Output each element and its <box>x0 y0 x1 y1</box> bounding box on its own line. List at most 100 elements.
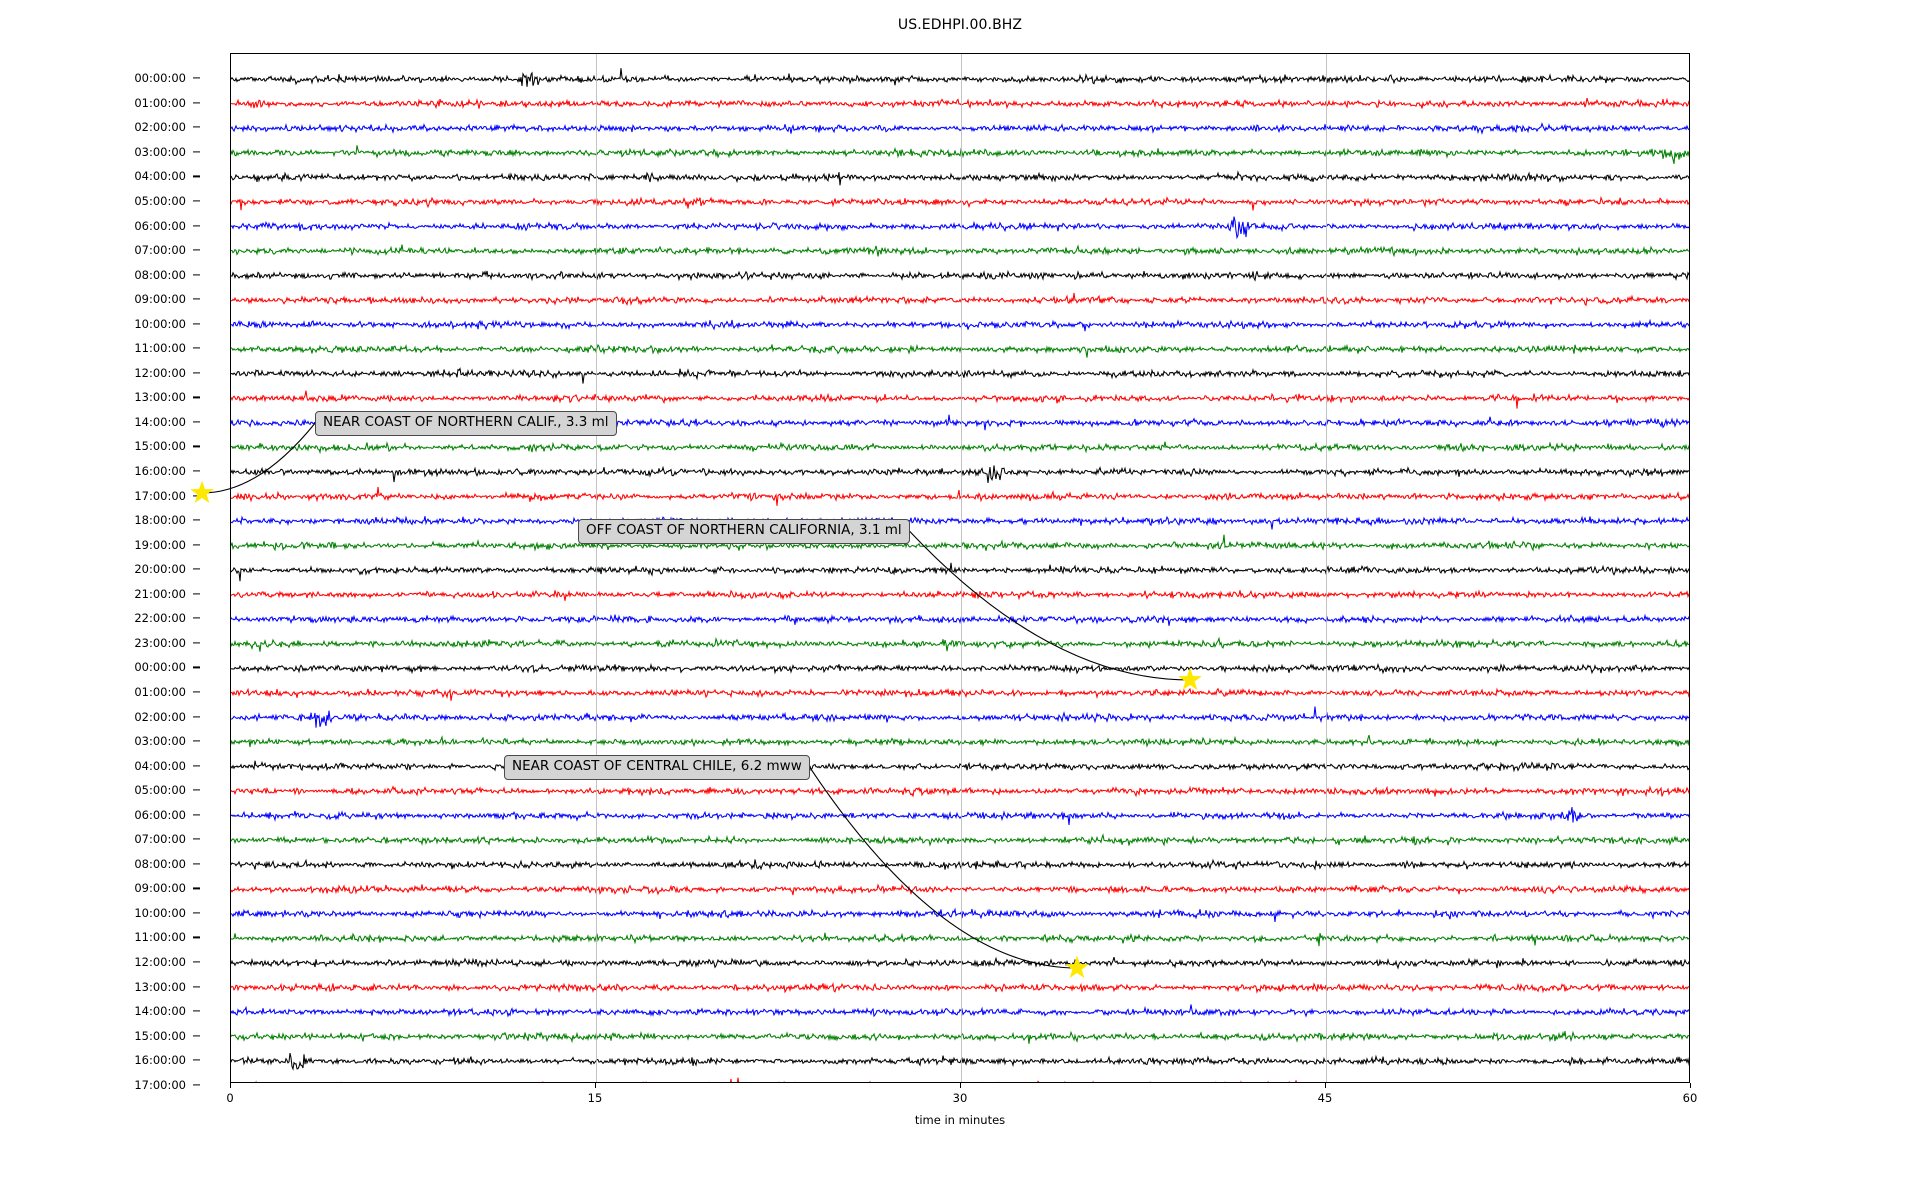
y-tick-label: 09:00:00 <box>134 292 186 307</box>
y-tick-mark <box>193 789 200 791</box>
y-tick-mark <box>193 1010 200 1012</box>
y-tick-mark <box>193 814 200 816</box>
gridline <box>1326 54 1327 1082</box>
y-tick-mark <box>193 1059 200 1061</box>
y-tick-mark <box>193 102 200 104</box>
y-tick-label: 01:00:00 <box>134 95 186 110</box>
y-tick-label: 05:00:00 <box>134 193 186 208</box>
x-tick-mark <box>230 1083 232 1088</box>
y-tick-mark <box>193 175 200 177</box>
x-tick-mark <box>1325 1083 1327 1088</box>
y-tick-mark <box>193 323 200 325</box>
y-tick-label: 16:00:00 <box>134 464 186 478</box>
y-tick-label: 02:00:00 <box>134 709 186 724</box>
y-tick-mark <box>193 470 200 472</box>
y-tick-label: 00:00:00 <box>134 660 186 675</box>
x-tick-label: 15 <box>587 1091 603 1105</box>
y-tick-mark <box>193 445 200 448</box>
x-tick-label: 60 <box>1682 1091 1698 1105</box>
y-tick-label: 08:00:00 <box>134 856 186 871</box>
y-tick-label: 10:00:00 <box>134 905 186 920</box>
x-tick-mark <box>1690 1083 1692 1088</box>
y-tick-label: 23:00:00 <box>134 635 186 650</box>
y-tick-label: 11:00:00 <box>134 341 186 356</box>
x-tick-label: 45 <box>1317 1091 1333 1105</box>
gridline <box>596 54 597 1082</box>
y-tick-mark <box>193 200 200 202</box>
y-tick-mark <box>193 347 200 349</box>
y-tick-mark <box>193 887 200 889</box>
y-tick-mark <box>193 249 200 251</box>
y-tick-mark <box>193 396 200 398</box>
y-tick-mark <box>193 224 200 227</box>
y-tick-label: 04:00:00 <box>134 169 186 184</box>
x-tick-mark <box>595 1083 597 1088</box>
y-tick-mark <box>193 936 200 939</box>
y-tick-mark <box>193 151 200 153</box>
y-tick-label: 12:00:00 <box>134 955 186 969</box>
y-tick-label: 13:00:00 <box>134 390 186 405</box>
plot-area <box>230 53 1690 1083</box>
y-tick-label: 06:00:00 <box>134 218 186 233</box>
y-tick-mark <box>193 1084 200 1086</box>
y-tick-label: 05:00:00 <box>134 783 186 798</box>
y-tick-label: 21:00:00 <box>134 586 186 601</box>
y-tick-mark <box>193 568 200 570</box>
y-tick-mark <box>193 961 200 963</box>
y-tick-label: 17:00:00 <box>134 488 186 503</box>
y-tick-label: 14:00:00 <box>134 1004 186 1019</box>
y-tick-label: 00:00:00 <box>134 71 186 86</box>
y-tick-label: 02:00:00 <box>134 120 186 135</box>
y-tick-label: 04:00:00 <box>134 758 186 773</box>
y-tick-mark <box>193 1035 200 1037</box>
y-tick-label: 18:00:00 <box>134 513 186 528</box>
y-tick-label: 15:00:00 <box>134 1028 186 1043</box>
x-axis-title: time in minutes <box>914 1113 1006 1127</box>
y-tick-mark <box>193 642 200 644</box>
y-tick-label: 01:00:00 <box>134 684 186 699</box>
y-tick-label: 11:00:00 <box>134 930 186 945</box>
y-tick-mark <box>193 544 200 546</box>
y-tick-mark <box>193 863 200 865</box>
y-tick-mark <box>193 666 200 668</box>
y-tick-label: 10:00:00 <box>134 316 186 331</box>
y-tick-label: 20:00:00 <box>134 562 186 577</box>
y-tick-mark <box>193 372 200 374</box>
y-tick-mark <box>193 740 200 742</box>
y-tick-label: 09:00:00 <box>134 881 186 896</box>
y-axis: 00:00:00 01:00:00 02:00:00 03:00:00 04:00:00… <box>0 53 230 1092</box>
y-tick-mark <box>193 765 200 767</box>
y-tick-mark <box>193 691 200 693</box>
y-tick-label: 07:00:00 <box>134 832 186 847</box>
y-tick-label: 03:00:00 <box>134 734 186 749</box>
y-tick-label: 08:00:00 <box>134 267 186 282</box>
x-tick-mark <box>960 1083 962 1088</box>
y-tick-mark <box>193 298 200 300</box>
page-title: US.EDHPI.00.BHZ <box>897 17 1023 33</box>
y-tick-mark <box>193 421 200 423</box>
y-tick-label: 22:00:00 <box>134 611 186 626</box>
y-tick-mark <box>193 77 200 79</box>
y-tick-mark <box>193 274 200 276</box>
y-tick-mark <box>193 715 200 718</box>
y-tick-label: 06:00:00 <box>134 807 186 822</box>
x-tick-label: 0 <box>226 1091 234 1105</box>
y-tick-mark <box>193 494 200 497</box>
y-tick-label: 12:00:00 <box>134 365 186 380</box>
y-tick-mark <box>193 838 200 840</box>
y-tick-label: 03:00:00 <box>134 144 186 159</box>
y-tick-mark <box>193 912 200 914</box>
y-tick-mark <box>193 593 200 595</box>
y-tick-mark <box>193 985 200 988</box>
y-tick-label: 16:00:00 <box>134 1053 186 1068</box>
y-tick-label: 19:00:00 <box>134 537 186 552</box>
y-tick-label: 07:00:00 <box>134 243 186 258</box>
x-tick-label: 30 <box>952 1091 968 1105</box>
x-axis: 0 15 30 45 60 <box>226 1083 1697 1123</box>
y-tick-mark <box>193 617 200 619</box>
y-tick-label: 17:00:00 <box>134 1077 186 1092</box>
gridline <box>961 54 962 1082</box>
y-tick-label: 13:00:00 <box>134 979 186 994</box>
y-tick-label: 15:00:00 <box>134 439 186 454</box>
